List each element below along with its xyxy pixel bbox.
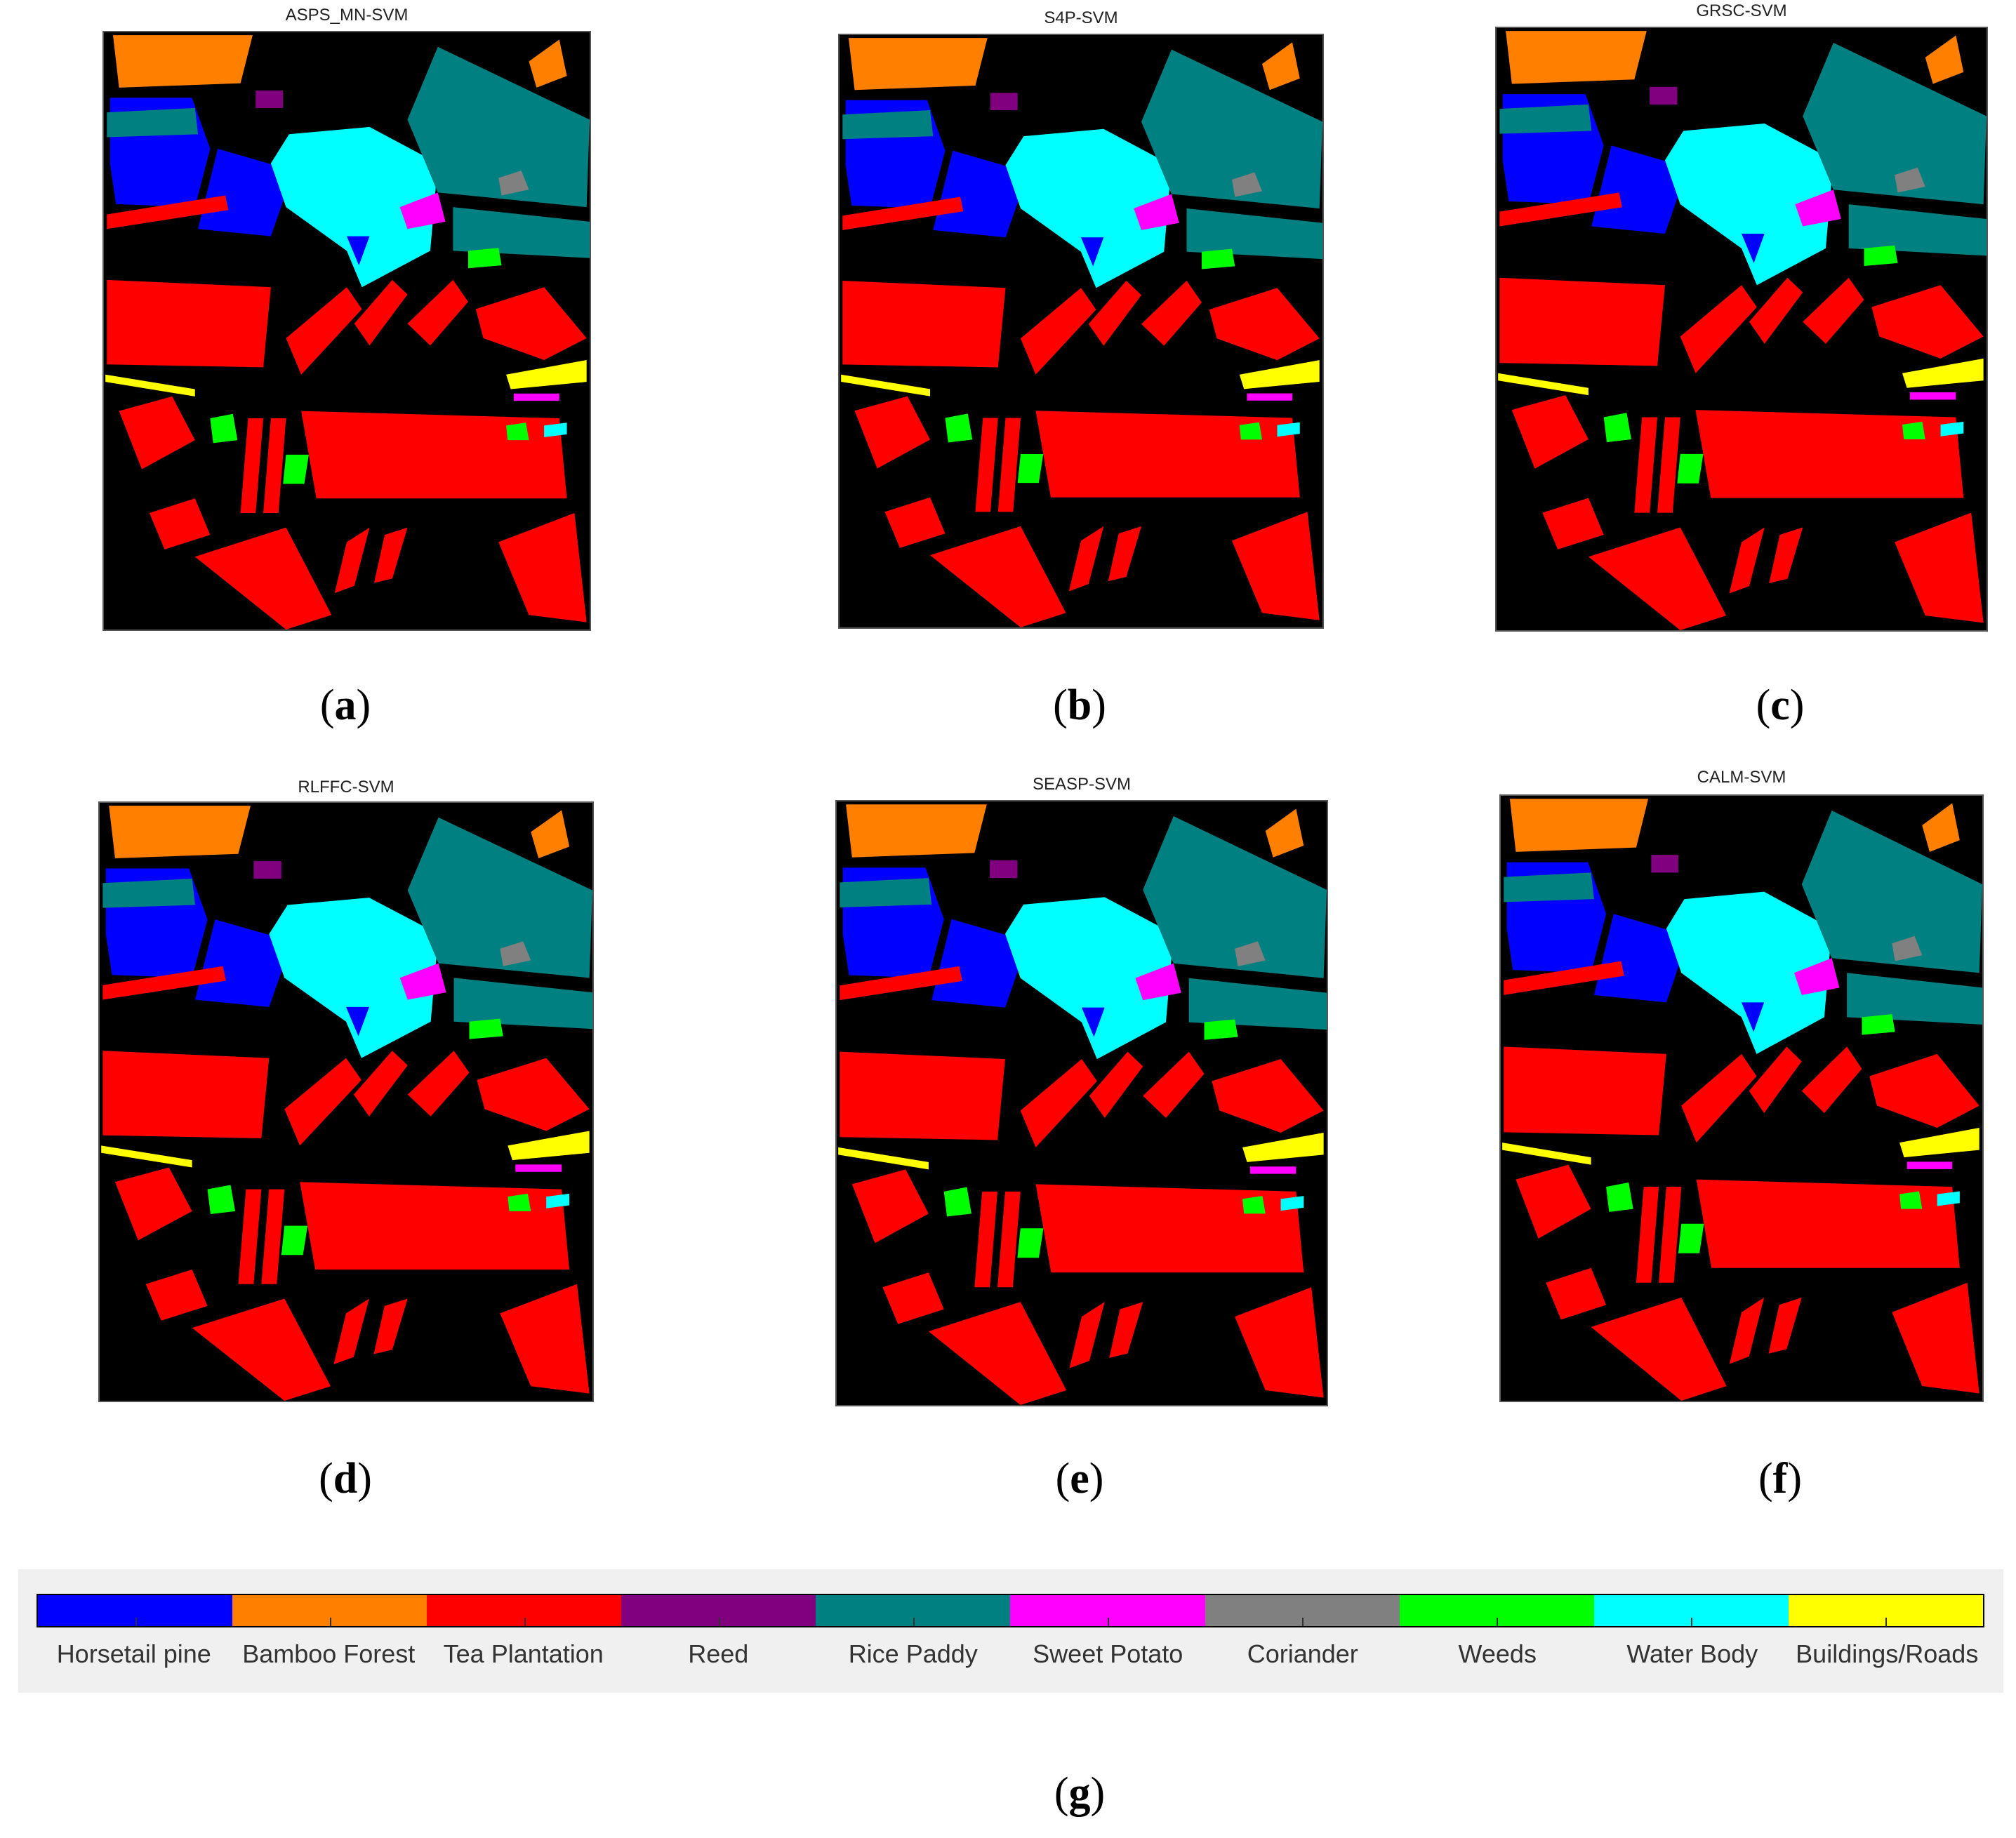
map-graphic xyxy=(1502,799,1982,1401)
panel-caption: (e) xyxy=(1055,1455,1104,1503)
legend-label: Sweet Potato xyxy=(1033,1639,1183,1668)
legend-swatch xyxy=(621,1595,816,1626)
legend-swatch xyxy=(1205,1595,1400,1626)
legend-label: Coriander xyxy=(1247,1639,1358,1668)
map-graphic xyxy=(841,38,1322,627)
legend-label: Weeds xyxy=(1458,1639,1537,1668)
legend-label: Rice Paddy xyxy=(848,1639,978,1668)
legend-swatch xyxy=(1788,1595,1983,1626)
panel-title: CALM-SVM xyxy=(1697,768,1786,787)
panel-title: S4P-SVM xyxy=(1044,8,1118,27)
legend-swatch xyxy=(1593,1595,1789,1626)
classification-map xyxy=(98,801,594,1402)
legend: Horsetail pine Bamboo Forest Tea Plantatio… xyxy=(18,1569,2003,1693)
legend-swatch xyxy=(1399,1595,1594,1626)
panel-caption: (c) xyxy=(1756,681,1805,729)
legend-label: Bamboo Forest xyxy=(242,1639,416,1668)
panel-caption: (a) xyxy=(319,681,371,729)
map-graphic xyxy=(838,804,1327,1405)
legend-label: Tea Plantation xyxy=(443,1639,604,1668)
legend-swatch xyxy=(232,1595,427,1626)
legend-caption: (g) xyxy=(1054,1769,1106,1817)
legend-label: Buildings/Roads xyxy=(1796,1639,1979,1668)
legend-swatch xyxy=(1010,1595,1205,1626)
classification-map xyxy=(102,31,591,631)
legend-label: Horsetail pine xyxy=(56,1639,211,1668)
panel-title: ASPS_MN-SVM xyxy=(285,6,409,25)
legend-swatch xyxy=(38,1595,233,1626)
legend-label: Reed xyxy=(688,1639,749,1668)
legend-labels: Horsetail pine Bamboo Forest Tea Plantatio… xyxy=(37,1639,1984,1669)
classification-map xyxy=(838,34,1324,629)
map-graphic xyxy=(1498,31,1987,630)
classification-map xyxy=(835,800,1328,1406)
map-graphic xyxy=(105,35,590,630)
legend-colorbar xyxy=(37,1594,1984,1627)
classification-map xyxy=(1495,27,1988,632)
panel-title: GRSC-SVM xyxy=(1696,1,1787,20)
legend-swatch xyxy=(816,1595,1011,1626)
panel-caption: (d) xyxy=(319,1455,372,1503)
panel-caption: (f) xyxy=(1758,1455,1802,1503)
classification-map xyxy=(1499,794,1984,1402)
legend-swatch xyxy=(427,1595,622,1626)
map-graphic xyxy=(101,806,592,1401)
panel-title: SEASP-SVM xyxy=(1032,775,1132,794)
panel-caption: (b) xyxy=(1053,681,1106,729)
panel-title: RLFFC-SVM xyxy=(298,778,394,797)
legend-label: Water Body xyxy=(1626,1639,1758,1668)
